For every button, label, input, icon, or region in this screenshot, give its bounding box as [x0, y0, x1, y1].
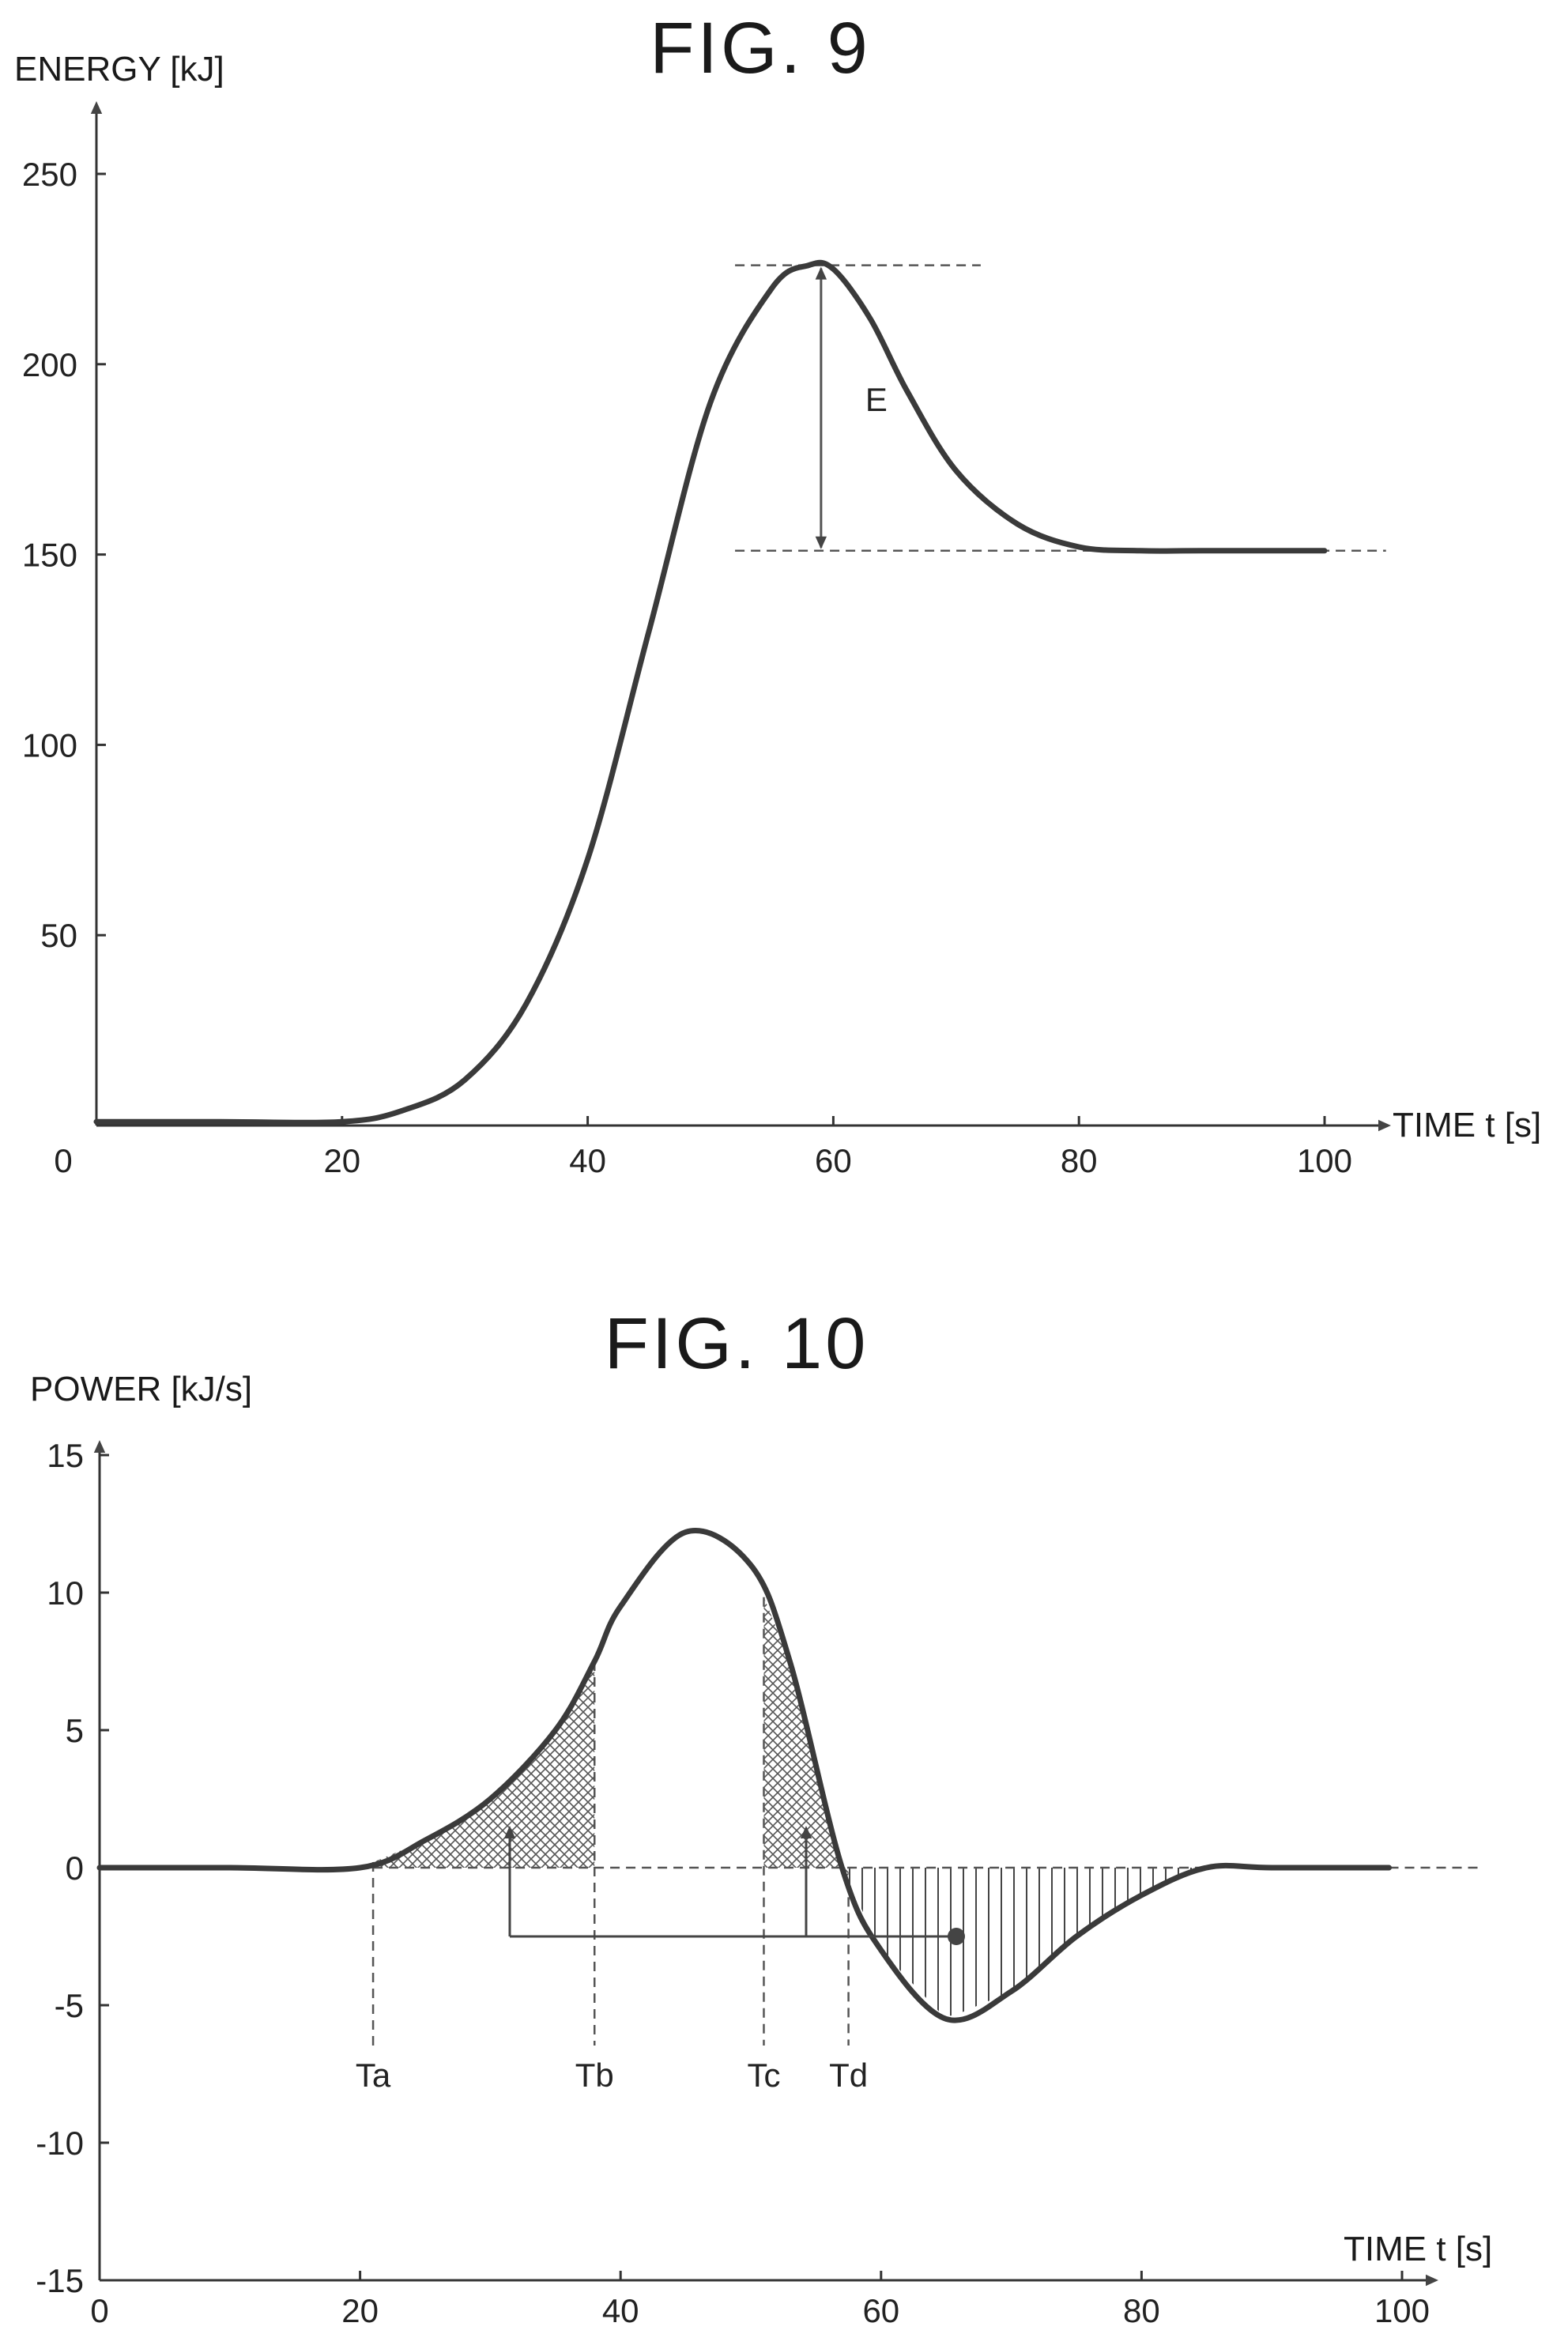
fig-10-time-markers: Ta Tb Tc Td — [356, 1597, 868, 2094]
fig-10-shaded-region — [373, 1661, 595, 1868]
fig-9-y-axis-title: ENERGY [kJ] — [14, 50, 224, 89]
fig-9-y-axis-arrow — [90, 101, 103, 114]
fig-10-marker-label: Tb — [575, 2057, 614, 2094]
fig-10-leader-lines — [503, 1826, 965, 1945]
fig-9-axes — [90, 101, 1391, 1132]
fig-9-y-tick-label: 200 — [22, 346, 77, 383]
fig-10-y-axis-title: POWER [kJ/s] — [30, 1370, 252, 1408]
fig-9-y-tick-label: 250 — [22, 156, 77, 193]
fig-9-x-tick-label: 20 — [323, 1142, 360, 1179]
fig-9-x-axis-arrow — [1378, 1119, 1391, 1132]
fig-9-reference-lines — [735, 264, 1386, 552]
fig-10-y-tick-label: -10 — [36, 2125, 84, 2162]
fig-9-label: FIG. 9 — [650, 8, 871, 89]
fig-10-ticks: 0 20 40 60 80 100 15 10 5 0 -5 -10 -15 — [36, 1437, 1430, 2329]
fig-9-x-tick-label: 80 — [1061, 1142, 1098, 1179]
fig-10-axes — [93, 1440, 1480, 2287]
fig-10-y-tick-label: -5 — [55, 1987, 84, 2024]
fig-9-dimension-arrow-bottom — [815, 536, 827, 549]
fig-10-y-tick-label: 15 — [47, 1437, 84, 1474]
fig-9-x-tick-label: 40 — [569, 1142, 606, 1179]
fig-10-leader-right-arrow — [800, 1826, 812, 1838]
fig-10-y-tick-label: 5 — [66, 1712, 84, 1749]
fig-9-x-tick-label: 0 — [54, 1142, 72, 1179]
fig-9-dimension-arrow-top — [815, 266, 827, 280]
fig-9-x-axis-title: TIME t [s] — [1393, 1106, 1541, 1144]
fig-9-energy-curve — [93, 259, 1328, 1126]
fig-10-x-tick-label: 20 — [341, 2292, 379, 2329]
fig-9-dimension-label: E — [865, 381, 888, 418]
fig-10-leader-left-arrow — [503, 1826, 516, 1838]
fig-10-x-tick-label: 40 — [602, 2292, 639, 2329]
fig-10-shaded-region — [848, 1868, 1207, 2017]
fig-10-x-tick-label: 60 — [862, 2292, 899, 2329]
fig-10-leader-dot — [948, 1928, 965, 1945]
fig-10-x-tick-label: 0 — [90, 2292, 108, 2329]
fig-9-series — [93, 259, 1328, 1126]
fig-10-label: FIG. 10 — [605, 1303, 869, 1384]
fig-9-y-tick-label: 50 — [40, 917, 77, 954]
fig-9-y-tick-label: 150 — [22, 537, 77, 574]
fig-9-annotations: E — [815, 266, 888, 549]
fig-10-power-chart: FIG. 10 POWER [kJ/s] TIME t [s] 0 20 40 60 8… — [30, 1303, 1492, 2329]
fig-10-y-tick-label: 10 — [47, 1574, 84, 1612]
fig-10-y-tick-label: 0 — [66, 1849, 84, 1887]
fig-10-x-axis-arrow — [1426, 2274, 1438, 2287]
fig-9-x-tick-label: 100 — [1297, 1142, 1352, 1179]
fig-10-marker-label: Tc — [747, 2057, 780, 2094]
fig-10-y-axis-arrow — [93, 1440, 106, 1453]
fig-10-x-tick-label: 80 — [1123, 2292, 1160, 2329]
fig-10-power-curve — [96, 1528, 1392, 2023]
fig-10-marker-label: Td — [829, 2057, 868, 2094]
fig-10-series — [96, 1528, 1392, 2023]
fig-10-marker-label: Ta — [356, 2057, 391, 2094]
fig-10-x-axis-title: TIME t [s] — [1344, 2230, 1492, 2268]
fig-9-ticks: 0 20 40 60 80 100 50 100 150 200 250 — [22, 156, 1352, 1179]
fig-9-energy-chart: FIG. 9 ENERGY [kJ] TIME t [s] 0 20 40 60 80 1… — [14, 8, 1541, 1179]
fig-10-y-tick-label: -15 — [36, 2262, 84, 2299]
fig-9-y-tick-label: 100 — [22, 726, 77, 764]
fig-9-x-tick-label: 60 — [815, 1142, 852, 1179]
fig-10-x-tick-label: 100 — [1374, 2292, 1430, 2329]
